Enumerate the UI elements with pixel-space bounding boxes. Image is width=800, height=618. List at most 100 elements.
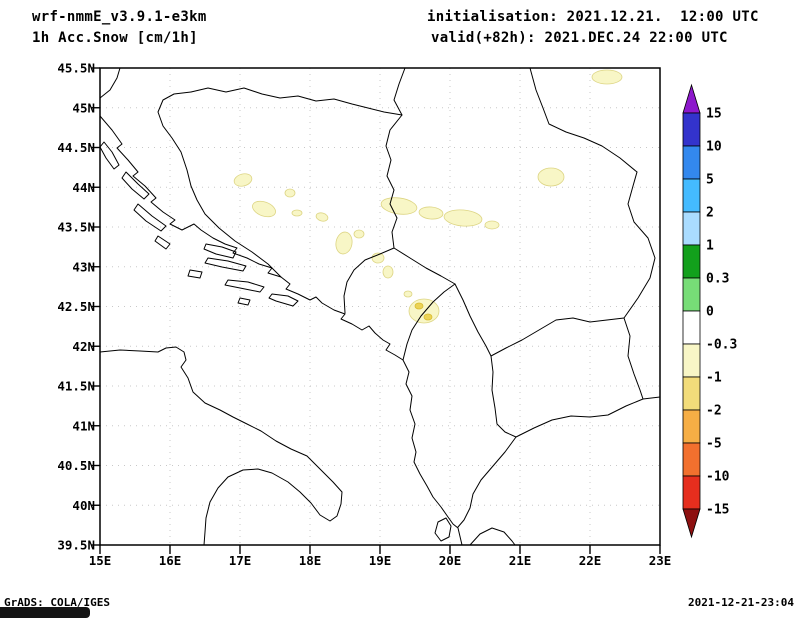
colorbar-segment [682,475,701,510]
snow-patch [284,188,296,198]
colorbar-label: -2 [706,404,722,419]
border-bosnia-sava [190,87,403,116]
colorbar-segment [682,376,701,411]
lon-label: 15E [89,553,112,568]
map-outlines [99,67,661,546]
coastline-east-adriatic [99,115,463,546]
colorbar-segment [682,244,701,279]
island-mljet [268,293,299,307]
snow-patch [382,265,394,279]
axis-labels: 45.5N 45N 44.5N 44N 43.5N 43N 42.5N 42N 41.5N 41N… [57,61,671,569]
snow-patch [233,173,253,187]
snow-patch [335,231,353,255]
snow-patch [418,206,444,220]
lon-label: 19E [369,553,392,568]
island-pag [121,171,150,200]
colorbar-arrow-up [682,83,701,114]
colorbar-label: 2 [706,206,714,221]
gridlines [100,68,660,545]
colorbar-segment [682,145,701,180]
colorbar-segment [682,211,701,246]
island-corfu [434,517,452,542]
border-drina-bosnia-serbia [385,114,403,249]
border-montenegro-albania [402,283,456,361]
colorbar-segment [682,310,701,345]
lon-label: 21E [509,553,532,568]
creation-timestamp: 2021-12-21-23:04 [688,596,794,609]
lon-label: 22E [579,553,602,568]
variable-title: 1h Acc.Snow [cm/1h] [32,30,198,46]
colorbar-segment [682,112,701,147]
lat-label: 43.5N [57,220,95,235]
island-lastovo [237,297,251,306]
lat-label: 40N [72,498,95,513]
snow-patch [380,197,418,215]
lat-label: 44N [72,180,95,195]
lat-label: 42N [72,339,95,354]
colorbar-label: 15 [706,107,722,122]
coastline-greece-epirus [469,527,516,546]
lat-label: 41N [72,418,95,433]
lon-label: 23E [649,553,672,568]
snow-patch [408,298,440,324]
border-kosovo-albania [454,283,492,357]
border-serbia-montenegro [393,247,456,285]
colorbar-label: 0 [706,305,714,320]
colorbar-label: 1 [706,239,714,254]
colorbar: 15 10 5 2 1 0.3 0 -0.3 -1 -2 -5 -10 -15 [682,83,737,539]
colorbar-label: -0.3 [706,338,737,353]
snow-patch [291,209,303,217]
snow-patch [591,69,623,85]
axis-ticks [91,67,661,554]
lat-label: 40.5N [57,458,95,473]
lon-label: 17E [229,553,252,568]
border-croatia-bosnia [157,91,282,278]
colorbar-label: 0.3 [706,272,729,287]
island-cres [99,141,120,170]
lat-label: 42.5N [57,299,95,314]
valid-time-label: valid(+82h): 2021.DEC.24 22:00 UTC [431,30,728,46]
colorbar-segment [682,343,701,378]
lon-label: 18E [299,553,322,568]
snow-patch [315,212,329,222]
colorbar-label: -1 [706,371,722,386]
border-macedonia-bulgaria [623,317,644,400]
snow-accumulation-layer [233,69,623,324]
island-brac [203,243,237,259]
coastline-italy-puglia [99,346,343,546]
snow-patch [403,290,413,298]
border-croatia-serbia [393,67,406,116]
border-macedonia-albania [490,355,517,438]
island-korcula [224,279,265,293]
snow-patch [484,220,500,230]
snow-patch [414,302,424,310]
lat-label: 39.5N [57,538,95,553]
snow-patch [353,229,365,239]
lat-label: 45N [72,100,95,115]
colorbar-segment [682,442,701,477]
island-vis [187,269,203,279]
lat-label: 41.5N [57,379,95,394]
lat-label: 43N [72,259,95,274]
snow-patch [537,167,565,187]
colorbar-label: -15 [706,503,729,518]
border-bosnia-montenegro [343,247,395,314]
colorbar-label: -5 [706,437,722,452]
colorbar-segment [682,409,701,444]
grads-credit: GrADS: COLA/IGES [4,596,110,609]
snow-patch [252,200,276,218]
lat-label: 45.5N [57,61,95,76]
model-title: wrf-nmmE_v3.9.1-e3km [32,9,207,25]
colorbar-label: -10 [706,470,730,485]
border-macedonia-greece [515,396,661,438]
snow-patch [443,209,483,227]
border-serbia-macedonia [490,317,625,357]
colorbar-segment [682,178,701,213]
bottom-left-dark-bar [0,607,90,618]
lat-label: 44.5N [57,140,95,155]
lon-label: 16E [159,553,182,568]
border-albania-greece [457,436,517,528]
colorbar-label: 5 [706,173,714,188]
island-hvar [204,257,247,272]
